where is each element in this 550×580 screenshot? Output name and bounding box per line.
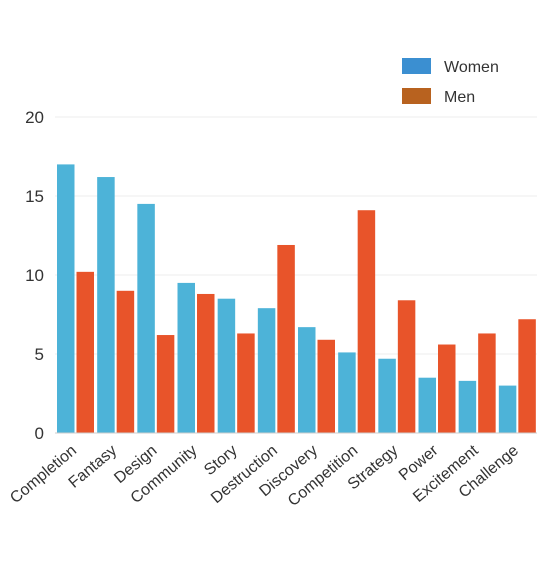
bar-men-community[interactable]	[197, 293, 215, 433]
legend[interactable]: Women Men	[402, 58, 499, 106]
bar-women-discovery[interactable]	[298, 327, 316, 433]
bar-men-challenge[interactable]	[518, 319, 536, 433]
bar-men-power[interactable]	[438, 344, 456, 433]
bars	[57, 164, 536, 433]
bar-women-community[interactable]	[177, 282, 196, 433]
y-tick-label: 5	[35, 345, 44, 364]
bar-women-story[interactable]	[217, 298, 236, 433]
bar-women-completion[interactable]	[57, 164, 75, 433]
grid-lines	[55, 116, 537, 355]
bar-women-challenge[interactable]	[498, 385, 517, 433]
bar-women-design[interactable]	[137, 203, 155, 433]
bar-men-competition[interactable]	[357, 210, 376, 433]
legend-swatch-women	[402, 58, 431, 74]
bar-men-story[interactable]	[237, 333, 255, 433]
bar-men-strategy[interactable]	[397, 300, 416, 433]
y-axis-ticks: 0 5 10 15 20	[25, 108, 44, 443]
y-tick-label: 20	[25, 108, 44, 127]
bar-women-fantasy[interactable]	[97, 177, 115, 433]
legend-swatch-men	[402, 88, 431, 104]
y-tick-label: 15	[25, 187, 44, 206]
bar-men-design[interactable]	[156, 335, 175, 433]
bar-men-discovery[interactable]	[317, 339, 336, 433]
bar-men-completion[interactable]	[76, 271, 95, 433]
bar-women-power[interactable]	[418, 377, 437, 433]
bar-men-fantasy[interactable]	[116, 290, 135, 433]
bar-women-competition[interactable]	[338, 352, 356, 433]
bar-men-excitement[interactable]	[478, 333, 496, 433]
legend-label-women[interactable]: Women	[444, 59, 499, 76]
bar-women-strategy[interactable]	[378, 358, 396, 433]
bar-women-excitement[interactable]	[458, 380, 477, 433]
bar-women-destruction[interactable]	[257, 308, 276, 433]
legend-label-men[interactable]: Men	[444, 89, 475, 106]
bar-men-destruction[interactable]	[277, 244, 295, 433]
y-tick-label: 0	[35, 424, 44, 443]
y-tick-label: 10	[25, 266, 44, 285]
